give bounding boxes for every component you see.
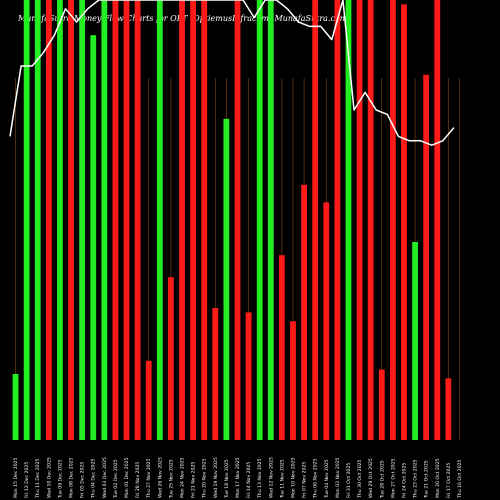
x-tick-label: Thu 27 Nov 2025 [146, 458, 152, 499]
x-tick-label: Tue 25 Nov 2025 [168, 459, 174, 499]
bar [267, 0, 274, 440]
bar [57, 0, 63, 440]
bar [68, 0, 74, 440]
bar [190, 0, 197, 440]
x-tick-label: Fri 07 Nov 2025 [302, 462, 308, 498]
x-tick-label: Wed 03 Dec 2025 [102, 457, 108, 498]
x-tick-label: Thu 23 Oct 2025 [413, 459, 419, 499]
bar [278, 255, 285, 440]
flow-line [9, 0, 455, 146]
x-tick-label: Fri 17 Oct 2025 [446, 463, 452, 498]
x-tick-label: Tue 21 Oct 2025 [424, 460, 430, 499]
x-tick-label: Fri 21 Nov 2025 [191, 462, 197, 498]
bar [412, 242, 418, 440]
bar [312, 0, 319, 440]
x-tick-label: Fri 28 Nov 2025 [135, 462, 141, 498]
bar [179, 0, 185, 440]
x-tick-label: Wed 10 Dec 2025 [46, 457, 52, 498]
bar [256, 0, 263, 440]
bar [168, 277, 174, 440]
bar [234, 0, 241, 440]
x-tick-label: Tue 04 Nov 2025 [324, 459, 330, 499]
bar [23, 0, 30, 440]
x-tick-label: Mon 08 Dec 2025 [69, 457, 75, 498]
x-tick-label: Fri 31 Oct 2025 [346, 463, 352, 498]
bar [79, 0, 86, 440]
x-tick-label: Thu 20 Nov 2025 [202, 458, 208, 499]
x-tick-label: Thu 16 Oct 2025 [457, 459, 463, 499]
bar [434, 0, 441, 440]
bar [45, 0, 52, 440]
bar [290, 321, 296, 440]
bar [223, 118, 230, 441]
bar [445, 378, 452, 440]
bar [112, 0, 119, 440]
bar [34, 0, 41, 440]
bar [356, 0, 363, 440]
x-tick-label: Mon 15 Dec 2025 [13, 457, 19, 498]
x-tick-label: Mon 27 Oct 2025 [390, 458, 396, 498]
x-tick-label: Fri 05 Dec 2025 [80, 462, 86, 498]
x-tick-label: Thu 04 Dec 2025 [91, 458, 97, 499]
bar [156, 0, 163, 440]
x-tick-label: Mon 01 Dec 2025 [124, 457, 130, 498]
x-tick-label: Thu 30 Oct 2025 [357, 459, 363, 499]
x-tick-label: Mon 24 Nov 2025 [180, 457, 186, 498]
x-tick-label: Fri 24 Oct 2025 [401, 463, 407, 498]
x-tick-label: Mon 20 Oct 2025 [435, 458, 441, 498]
bar [212, 308, 219, 440]
bar [378, 369, 385, 440]
x-tick-label: Mon 10 Nov 2025 [290, 457, 296, 498]
bar [367, 0, 374, 440]
x-tick-label: Mon 03 Nov 2025 [335, 457, 341, 498]
x-tick-label: Fri 14 Nov 2025 [246, 462, 252, 498]
bar [101, 0, 108, 440]
flow-line-group [9, 0, 455, 146]
bar [401, 4, 407, 441]
bar [389, 0, 396, 440]
x-tick-label: Mon 17 Nov 2025 [235, 457, 241, 498]
bar [12, 374, 19, 440]
x-labels-group: Mon 15 Dec 2025 Fri 12 Dec 2025 Thu 11 Dec… [13, 457, 463, 499]
bar [334, 0, 341, 440]
x-tick-label: Thu 06 Nov 2025 [313, 458, 319, 499]
x-tick-label: Fri 12 Dec 2025 [24, 462, 30, 498]
bar [90, 35, 97, 440]
bars-group [12, 0, 452, 441]
x-tick-label: Thu 11 Dec 2025 [35, 458, 41, 499]
bar [245, 312, 252, 440]
bar [201, 0, 208, 440]
x-tick-label: Tue 28 Oct 2025 [379, 460, 385, 499]
x-tick-label: Wed 26 Nov 2025 [157, 457, 163, 498]
bar [134, 0, 141, 440]
bar [323, 202, 330, 440]
bar [423, 74, 430, 441]
x-tick-label: Tue 02 Dec 2025 [113, 459, 119, 499]
x-tick-label: Wed 19 Nov 2025 [213, 457, 219, 498]
bar [145, 360, 152, 440]
bar [301, 184, 307, 440]
x-tick-label: Tue 09 Dec 2025 [57, 459, 63, 499]
x-tick-label: Wed 12 Nov 2025 [268, 457, 274, 498]
bar [345, 0, 352, 440]
x-tick-label: Wed 29 Oct 2025 [368, 458, 374, 498]
bar [123, 0, 130, 440]
x-tick-label: Tue 11 Nov 2025 [279, 459, 285, 499]
x-tick-label: Tue 18 Nov 2025 [224, 459, 230, 499]
x-tick-label: Thu 13 Nov 2025 [257, 458, 263, 499]
